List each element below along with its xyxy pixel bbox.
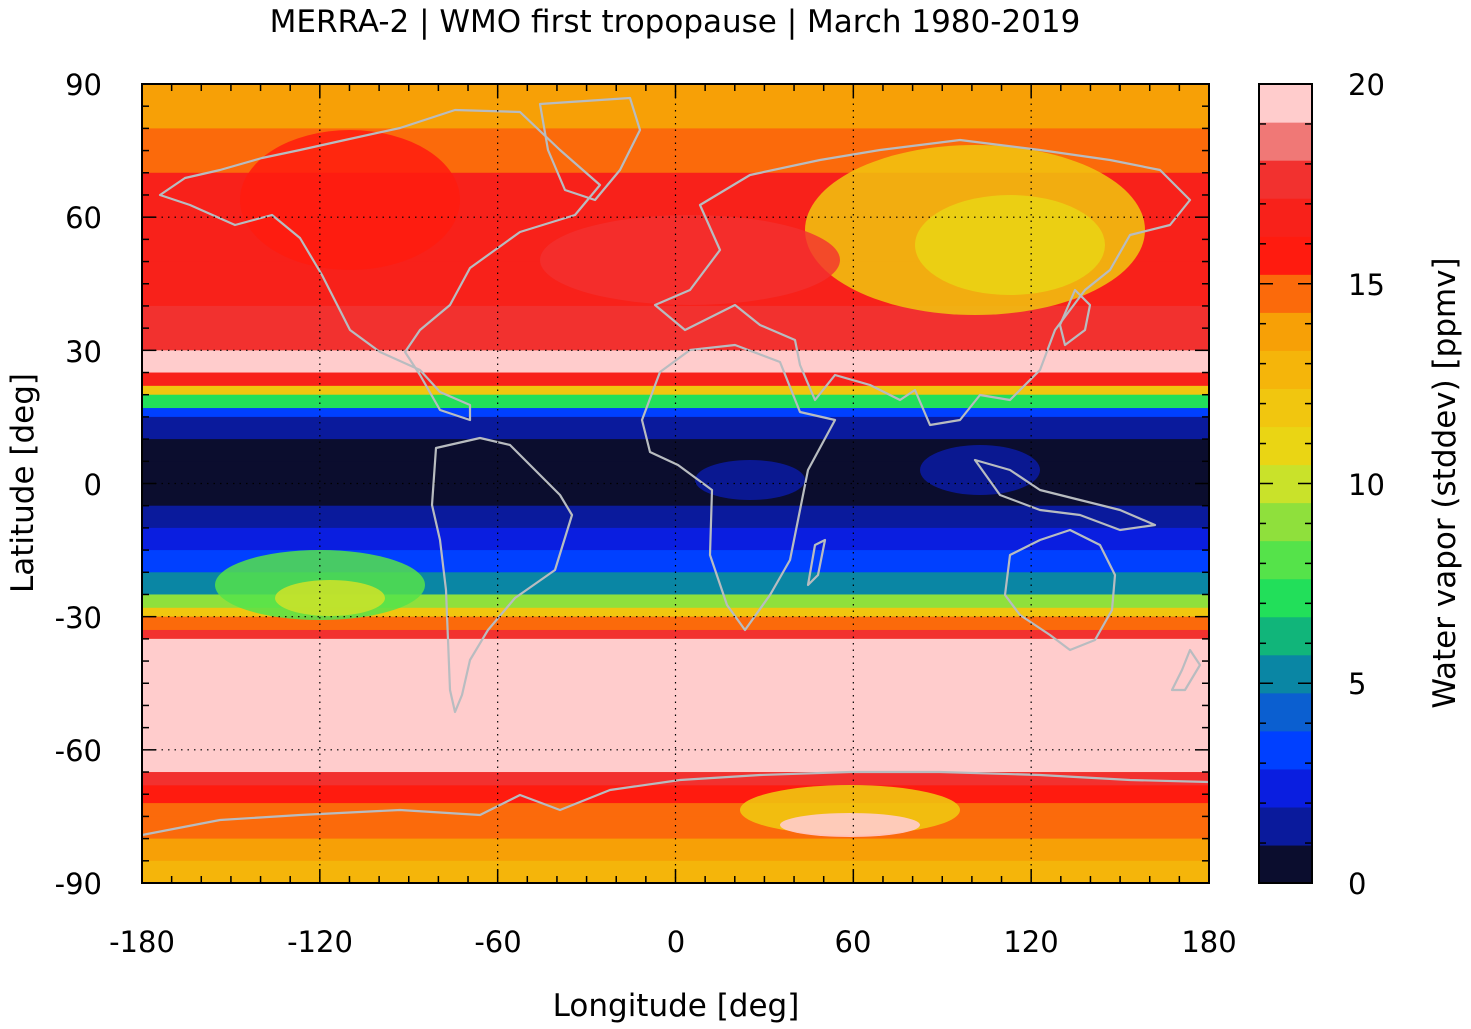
coast-greenland (538, 96, 642, 202)
latitude-band (142, 607, 1209, 618)
latitude-band (142, 629, 1209, 640)
colorbar-segment (1259, 578, 1312, 618)
coast-japan (1058, 288, 1092, 347)
coastline-outlines (142, 96, 1209, 837)
x-tick-label: 0 (667, 925, 685, 959)
colorbar (1259, 83, 1312, 884)
anomaly-antarctic-pink (780, 813, 920, 837)
x-tick-label: -180 (109, 925, 175, 959)
latitude-band (142, 661, 1209, 707)
colorbar-segment (1259, 768, 1312, 808)
colorbar-label: Water vapor (stddev) [ppmv] (1427, 257, 1463, 708)
x-tick-label: 120 (1003, 925, 1058, 959)
colorbar-segment (1259, 616, 1312, 656)
latitude-band (142, 305, 1209, 351)
colorbar-tick-label: 15 (1348, 268, 1385, 302)
colorbar-segment (1259, 730, 1312, 770)
colorbar-segment (1259, 122, 1312, 161)
colorbar-tick-labels: 0 5 10 15 20 (1348, 68, 1385, 901)
colorbar-tick-label: 0 (1348, 867, 1366, 901)
anomaly-canada-high (240, 130, 460, 270)
latitude-band (142, 838, 1209, 862)
colorbar-tick-label: 20 (1348, 68, 1385, 102)
x-tick-label: -120 (287, 925, 353, 959)
x-tick-label: 180 (1181, 925, 1236, 959)
colorbar-segment (1259, 84, 1312, 123)
latitude-band (142, 772, 1209, 786)
x-tick-labels: -180 -120 -60 0 60 120 180 (109, 925, 1237, 959)
axis-ticks (141, 83, 1210, 884)
chart-title: MERRA-2 | WMO first tropopause | March 1… (270, 4, 1081, 40)
coast-australia (1003, 528, 1117, 652)
x-tick-label: 60 (835, 925, 872, 959)
coast-south-america (430, 436, 574, 714)
y-tick-label: 0 (84, 468, 102, 502)
colorbar-segment (1259, 198, 1312, 237)
y-tick-label: 60 (65, 201, 102, 235)
latitude-band (142, 408, 1209, 418)
coast-madagascar (806, 538, 827, 587)
coast-new-zealand (1170, 648, 1202, 692)
colorbar-segment (1259, 806, 1312, 846)
grid-lines (142, 84, 1209, 883)
colorbar-segment (1259, 312, 1312, 351)
colorbar-segment (1259, 654, 1312, 694)
latitude-band (142, 785, 1209, 804)
y-tick-labels: 90 60 30 0 -30 -60 -90 (55, 68, 102, 901)
colorbar-segment (1259, 274, 1312, 313)
colorbar-segment (1259, 844, 1312, 884)
colorbar-segment (1259, 540, 1312, 580)
colorbar-segment (1259, 350, 1312, 389)
anomaly-siberia-core (915, 195, 1105, 295)
anomaly-indian-ocean-blue (695, 460, 805, 500)
coast-eurasia (653, 138, 1192, 427)
coast-indonesia (973, 458, 1157, 532)
colorbar-segment (1259, 160, 1312, 199)
y-tick-label: -30 (55, 601, 102, 635)
anomaly-europe-high (540, 215, 840, 305)
colorbar-segment (1259, 502, 1312, 542)
latitude-band (142, 372, 1209, 387)
colorbar-frame (1258, 83, 1313, 884)
x-tick-label: -60 (474, 925, 521, 959)
plot-area (142, 84, 1209, 883)
colorbar-tick-label: 10 (1348, 468, 1385, 502)
coast-north-america (158, 108, 602, 422)
colorbar-segment (1259, 236, 1312, 275)
coast-africa (640, 343, 837, 632)
colorbar-segment (1259, 426, 1312, 466)
y-axis-label: Latitude [deg] (5, 373, 41, 593)
latitude-band (142, 505, 1209, 529)
y-tick-label: -90 (55, 867, 102, 901)
coast-antarctica (142, 770, 1209, 837)
latitude-band (142, 394, 1209, 409)
y-tick-label: 30 (65, 335, 102, 369)
colorbar-segment (1259, 692, 1312, 732)
y-tick-label: 90 (65, 68, 102, 102)
y-tick-label: -60 (55, 734, 102, 768)
anomaly-east-pacific-yellow (275, 580, 385, 616)
colorbar-segment (1259, 388, 1312, 428)
anomaly-maritime-blue (920, 445, 1040, 495)
x-axis-label: Longitude [deg] (553, 988, 800, 1024)
colorbar-tick-label: 5 (1348, 667, 1366, 701)
